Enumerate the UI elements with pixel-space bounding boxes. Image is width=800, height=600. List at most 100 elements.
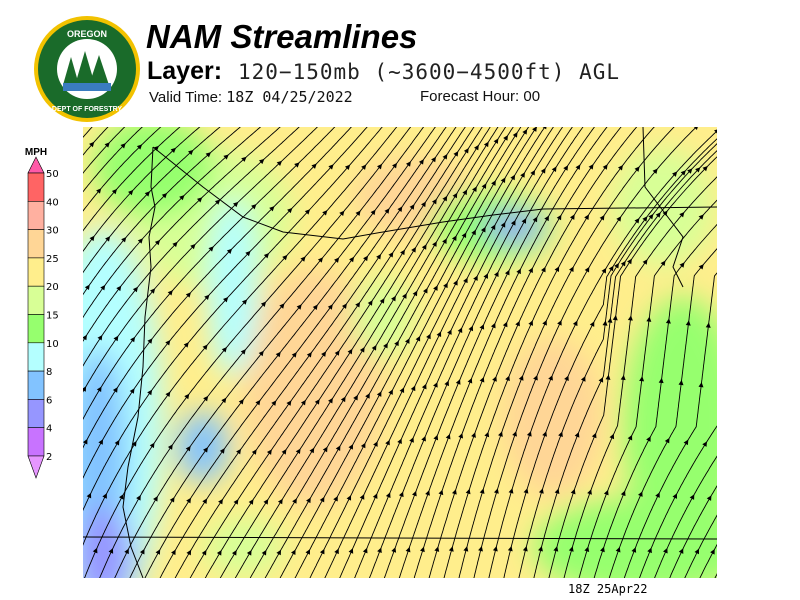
- legend-tick-label: 40: [46, 197, 59, 208]
- streamline-arrow: [433, 382, 438, 388]
- streamline-arrow: [153, 496, 158, 502]
- streamline-arrow: [251, 449, 257, 455]
- streamline-arrow: [438, 489, 444, 496]
- streamline-arrow: [412, 490, 417, 497]
- streamline-arrow: [481, 183, 487, 189]
- streamline-arrow: [221, 346, 227, 353]
- streamline-arrow: [522, 545, 528, 552]
- streamline-arrow: [409, 437, 414, 443]
- streamline-arrow: [363, 255, 369, 262]
- streamline-arrow: [574, 431, 580, 438]
- streamline-arrow: [359, 494, 365, 500]
- streamline-arrow: [468, 325, 474, 332]
- streamline: [354, 127, 573, 578]
- streamline-arrow: [627, 315, 633, 321]
- color-legend: MPH 50 40 30 25 20 15 10 8 6 4 2: [25, 147, 59, 479]
- streamline-arrow: [695, 167, 701, 173]
- streamline-arrow: [84, 284, 90, 291]
- streamline-arrow: [447, 329, 452, 335]
- streamline-arrow: [615, 546, 621, 553]
- streamline-arrow: [271, 400, 277, 406]
- streamline-arrow: [434, 546, 440, 552]
- streamline-arrow: [105, 236, 111, 242]
- streamline-arrow: [231, 550, 237, 556]
- streamline-arrow: [672, 171, 678, 177]
- streamline-arrow: [451, 235, 457, 241]
- streamline-arrow: [334, 257, 340, 263]
- streamline-arrow: [500, 177, 506, 183]
- streamline-arrow: [92, 547, 98, 554]
- streamline-arrow: [544, 215, 549, 222]
- streamline: [398, 127, 608, 578]
- streamline-arrow: [286, 400, 292, 406]
- streamline-arrow: [570, 488, 576, 495]
- streamline-arrow: [361, 164, 367, 170]
- streamline-arrow: [170, 147, 177, 154]
- streamline: [339, 127, 564, 578]
- streamline-arrow: [327, 304, 333, 310]
- legend-swatch: [27, 342, 45, 372]
- layer-label: Layer:: [147, 57, 223, 85]
- streamline-arrow: [340, 396, 346, 403]
- streamline: [488, 130, 717, 578]
- streamline-arrow: [504, 269, 510, 276]
- legend-tick-label: 6: [46, 395, 52, 406]
- streamline-arrow: [542, 431, 547, 437]
- streamline: [548, 156, 717, 578]
- streamline-arrow: [569, 214, 575, 220]
- streamline-arrow: [379, 298, 385, 304]
- streamline-arrow: [399, 387, 405, 394]
- streamline-arrow: [609, 433, 615, 440]
- streamline-arrow: [452, 192, 458, 199]
- streamline-arrow: [457, 327, 463, 333]
- streamline-arrow: [355, 210, 361, 216]
- streamline-arrow: [203, 447, 208, 453]
- streamline-arrow: [422, 287, 428, 294]
- streamline-arrow: [223, 296, 229, 303]
- streamline-arrow: [431, 156, 436, 163]
- streamline-arrow: [98, 439, 103, 445]
- streamline: [83, 127, 398, 546]
- streamline-arrow: [190, 243, 196, 250]
- streamline-arrow: [634, 166, 640, 172]
- legend-swatch: [27, 257, 45, 287]
- streamline-arrow: [444, 380, 449, 387]
- streamline-arrow: [461, 232, 467, 239]
- streamline-arrow: [598, 377, 604, 383]
- streamline-arrow: [367, 300, 373, 306]
- streamline-arrow: [339, 210, 345, 217]
- streamline-arrow: [512, 431, 517, 437]
- streamline-arrow: [538, 488, 544, 494]
- streamline-arrow: [147, 389, 153, 396]
- streamline-arrow: [263, 253, 270, 259]
- streamline-arrow: [702, 165, 708, 172]
- streamline-arrow: [551, 166, 557, 172]
- streamline-arrow: [113, 335, 119, 342]
- streamline-arrow: [540, 168, 546, 174]
- streamline-arrow: [132, 286, 138, 293]
- streamline-arrow: [276, 549, 282, 556]
- streamline-arrow: [463, 546, 469, 552]
- streamline-arrow: [421, 435, 426, 442]
- streamline-arrow: [226, 248, 233, 254]
- streamline-arrow: [664, 437, 670, 444]
- streamline-arrow: [100, 284, 106, 291]
- streamline-arrow: [405, 338, 410, 344]
- streamline-arrow: [349, 256, 355, 263]
- streamline-arrow: [685, 320, 691, 326]
- legend-swatch: [27, 314, 45, 344]
- streamline-arrow: [365, 393, 370, 399]
- streamline-arrow: [185, 445, 191, 452]
- streamline-arrow: [647, 547, 652, 554]
- streamline-arrow: [184, 393, 190, 400]
- streamline-arrow: [161, 192, 168, 199]
- streamline-arrow: [314, 399, 320, 405]
- streamline-arrow: [522, 129, 528, 135]
- svg-text:OREGON: OREGON: [67, 29, 107, 39]
- streamline-arrow: [291, 352, 297, 358]
- streamline-arrow: [453, 280, 458, 286]
- streamline-arrow: [687, 168, 693, 174]
- streamline: [83, 127, 201, 252]
- streamline-arrow: [458, 432, 464, 439]
- legend-arrow-top: [27, 156, 45, 174]
